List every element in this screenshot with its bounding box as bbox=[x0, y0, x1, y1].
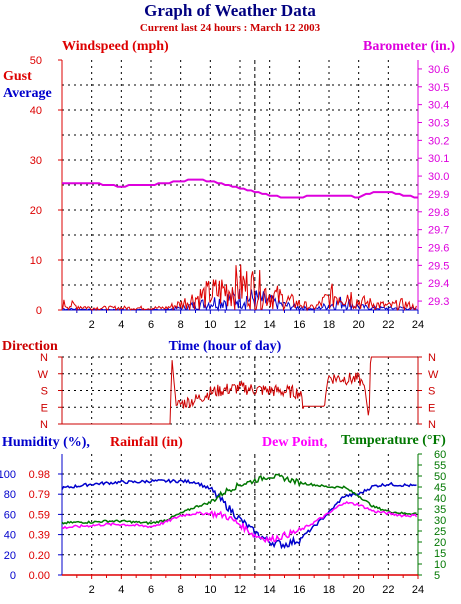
barometer-axis-title: Barometer (in.) bbox=[363, 39, 455, 54]
x-tick-label: 18 bbox=[323, 584, 335, 596]
x-tick-label: 10 bbox=[204, 319, 216, 331]
dewpoint-axis-title: Dew Point, bbox=[262, 435, 327, 450]
temp-y-tick-label: 45 bbox=[434, 482, 446, 494]
legend-gust: Gust bbox=[3, 69, 32, 84]
legend-average: Average bbox=[3, 86, 52, 101]
rainfall-y-tick-label: 0.00 bbox=[29, 570, 50, 582]
x-tick-label: 16 bbox=[293, 319, 305, 331]
baro-y-tick-label: 29.6 bbox=[428, 243, 449, 255]
rainfall-y-tick-label: 0.59 bbox=[29, 509, 50, 521]
humidity-axis-title: Humidity (%), bbox=[2, 435, 90, 450]
page-subtitle: Current last 24 hours : March 12 2003 bbox=[140, 22, 321, 34]
rainfall-y-tick-label: 0.39 bbox=[29, 530, 50, 542]
direction-y-tick-label: E bbox=[41, 402, 48, 414]
temp-y-tick-label: 35 bbox=[434, 504, 446, 516]
x-tick-label: 4 bbox=[118, 319, 124, 331]
x-tick-label: 18 bbox=[323, 319, 335, 331]
rainfall-y-tick-label: 0.79 bbox=[29, 489, 50, 501]
temp-y-tick-label: 25 bbox=[434, 526, 446, 538]
temperature-axis-title: Temperature (°F) bbox=[341, 433, 446, 448]
temp-y-tick-label: 5 bbox=[434, 570, 440, 582]
rainfall-y-tick-label: 0.98 bbox=[29, 469, 50, 481]
baro-y-tick-label: 30.6 bbox=[428, 64, 449, 76]
direction-y-tick-label: N bbox=[40, 352, 48, 364]
direction-y-tick-label: W bbox=[428, 369, 439, 381]
temp-y-tick-label: 15 bbox=[434, 548, 446, 560]
humidity-y-tick-label: 20 bbox=[4, 550, 16, 562]
humidity-y-tick-label: 0 bbox=[10, 570, 16, 582]
humidity-series bbox=[61, 478, 417, 550]
x-tick-label: 24 bbox=[412, 319, 424, 331]
direction-y-tick-label: N bbox=[428, 419, 436, 431]
baro-y-tick-label: 30.2 bbox=[428, 135, 449, 147]
temp-y-tick-label: 55 bbox=[434, 460, 446, 472]
rainfall-y-tick-label: 0.20 bbox=[29, 550, 50, 562]
x-tick-label: 8 bbox=[178, 584, 184, 596]
x-tick-label: 24 bbox=[412, 584, 424, 596]
x-tick-label: 6 bbox=[148, 584, 154, 596]
baro-y-tick-label: 30.1 bbox=[428, 153, 449, 165]
direction-axis-title: Direction bbox=[2, 339, 58, 354]
x-tick-label: 16 bbox=[293, 584, 305, 596]
humidity-y-tick-label: 40 bbox=[4, 530, 16, 542]
rainfall-axis-title: Rainfall (in) bbox=[110, 435, 183, 450]
wind-y-tick-label: 10 bbox=[30, 255, 42, 267]
baro-y-tick-label: 30.0 bbox=[428, 171, 449, 183]
temperature-series bbox=[61, 473, 417, 526]
x-tick-label: 22 bbox=[382, 319, 394, 331]
wind-y-tick-label: 50 bbox=[30, 55, 42, 67]
x-tick-label: 6 bbox=[148, 319, 154, 331]
humidity-y-tick-label: 60 bbox=[4, 509, 16, 521]
windspeed-axis-title: Windspeed (mph) bbox=[62, 39, 169, 54]
x-tick-label: 14 bbox=[264, 319, 276, 331]
temp-y-tick-label: 40 bbox=[434, 493, 446, 505]
x-tick-label: 10 bbox=[204, 584, 216, 596]
temp-y-tick-label: 60 bbox=[434, 449, 446, 461]
x-tick-label: 12 bbox=[234, 584, 246, 596]
barometer-series bbox=[62, 178, 418, 199]
direction-y-tick-label: N bbox=[40, 419, 48, 431]
baro-y-tick-label: 30.3 bbox=[428, 118, 449, 130]
page-title: Graph of Weather Data bbox=[144, 1, 316, 20]
baro-y-tick-label: 29.5 bbox=[428, 260, 449, 272]
x-axis-title: Time (hour of day) bbox=[169, 339, 282, 354]
baro-y-tick-label: 29.9 bbox=[428, 189, 449, 201]
wind-y-tick-label: 30 bbox=[30, 155, 42, 167]
humidity-y-tick-label: 100 bbox=[0, 469, 16, 481]
direction-y-tick-label: S bbox=[428, 386, 435, 398]
direction-series bbox=[62, 356, 418, 425]
baro-y-tick-label: 29.8 bbox=[428, 207, 449, 219]
x-tick-label: 4 bbox=[118, 584, 124, 596]
gust-series bbox=[62, 264, 417, 312]
temp-y-tick-label: 10 bbox=[434, 559, 446, 571]
direction-y-tick-label: E bbox=[428, 402, 435, 414]
temp-y-tick-label: 20 bbox=[434, 537, 446, 549]
x-tick-label: 20 bbox=[353, 584, 365, 596]
direction-y-tick-label: N bbox=[428, 352, 436, 364]
temp-y-tick-label: 50 bbox=[434, 471, 446, 483]
x-tick-label: 14 bbox=[264, 584, 276, 596]
x-tick-label: 2 bbox=[89, 319, 95, 331]
x-tick-label: 2 bbox=[89, 584, 95, 596]
baro-y-tick-label: 29.4 bbox=[428, 278, 449, 290]
direction-y-tick-label: S bbox=[41, 386, 48, 398]
humidity-y-tick-label: 80 bbox=[4, 489, 16, 501]
wind-y-tick-label: 20 bbox=[30, 205, 42, 217]
x-tick-label: 8 bbox=[178, 319, 184, 331]
baro-y-tick-label: 29.7 bbox=[428, 225, 449, 237]
x-tick-label: 12 bbox=[234, 319, 246, 331]
chart-marks: 0102030405029.329.429.529.629.729.829.93… bbox=[0, 55, 449, 596]
baro-y-tick-label: 29.3 bbox=[428, 296, 449, 308]
temp-y-tick-label: 30 bbox=[434, 515, 446, 527]
wind-y-tick-label: 0 bbox=[36, 305, 42, 317]
x-tick-label: 22 bbox=[382, 584, 394, 596]
dewpoint-series bbox=[61, 500, 418, 544]
baro-y-tick-label: 30.5 bbox=[428, 82, 449, 94]
baro-y-tick-label: 30.4 bbox=[428, 100, 449, 112]
wind-y-tick-label: 40 bbox=[30, 105, 42, 117]
direction-y-tick-label: W bbox=[38, 369, 49, 381]
x-tick-label: 20 bbox=[353, 319, 365, 331]
